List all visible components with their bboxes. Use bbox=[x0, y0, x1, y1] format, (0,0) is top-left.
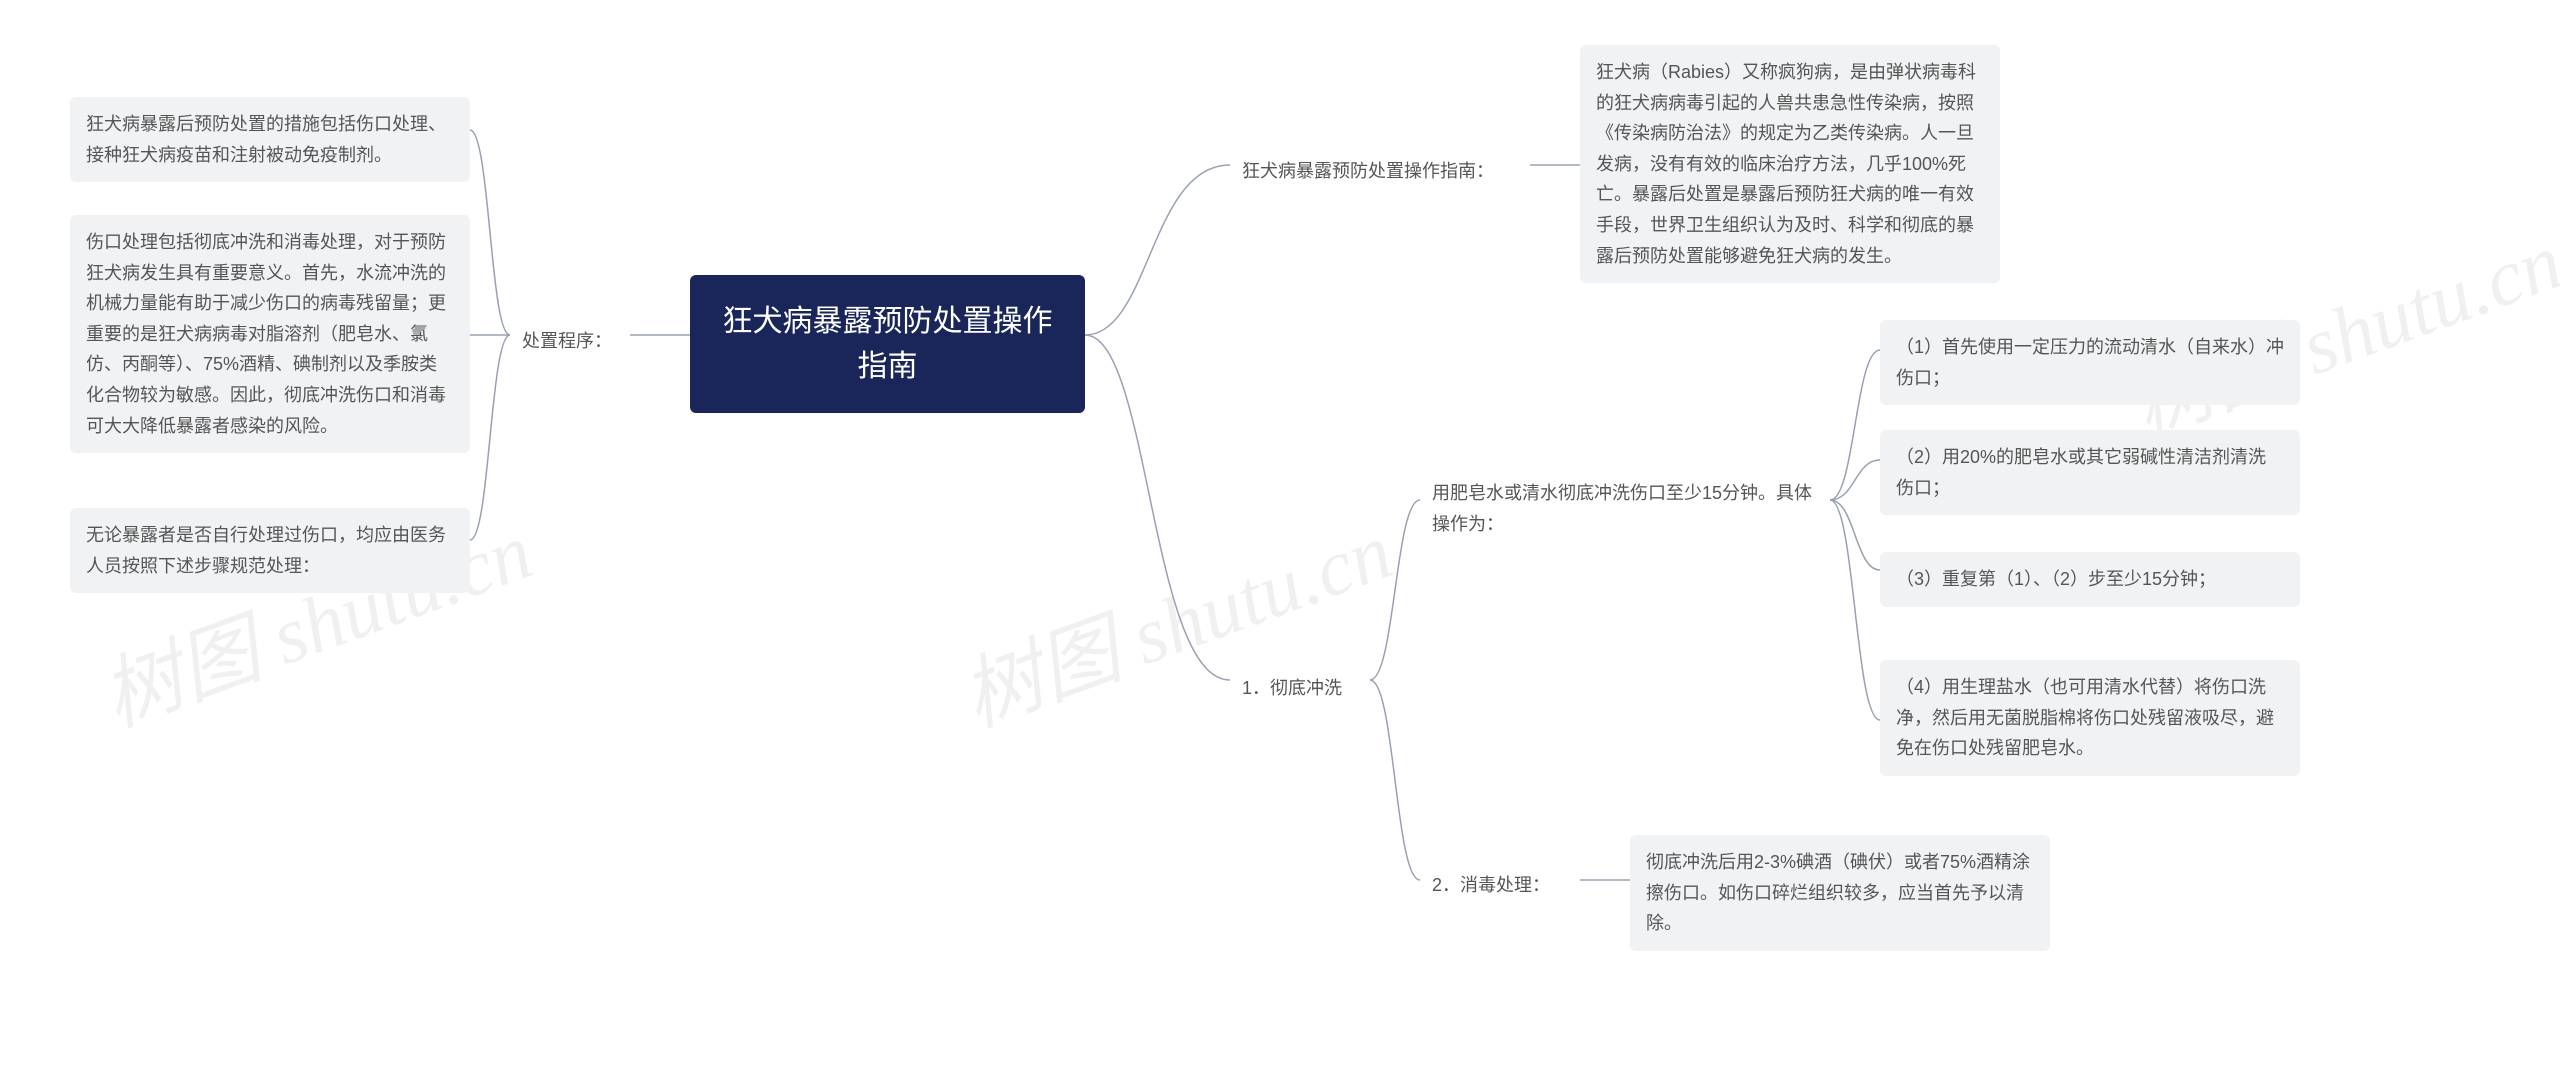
rinse-steps-intro: 用肥皂水或清水彻底冲洗伤口至少15分钟。具体操作为： bbox=[1420, 470, 1830, 547]
rinse-step-3: （3）重复第（1）、（2）步至少15分钟； bbox=[1880, 552, 2300, 607]
disinfect-label: 2．消毒处理： bbox=[1420, 862, 1580, 909]
branch-guide-content: 狂犬病（Rabies）又称疯狗病，是由弹状病毒科的狂犬病病毒引起的人兽共患急性传… bbox=[1580, 45, 2000, 283]
branch-guide-label: 狂犬病暴露预防处置操作指南： bbox=[1230, 148, 1530, 195]
root-title: 狂犬病暴露预防处置操作指南 bbox=[723, 305, 1053, 383]
procedure-label: 处置程序： bbox=[510, 318, 630, 365]
rinse-step-2: （2）用20%的肥皂水或其它弱碱性清洁剂清洗伤口； bbox=[1880, 430, 2300, 515]
branch-rinse-label: 1．彻底冲洗 bbox=[1230, 665, 1370, 712]
disinfect-content: 彻底冲洗后用2-3%碘酒（碘伏）或者75%酒精涂擦伤口。如伤口碎烂组织较多，应当… bbox=[1630, 835, 2050, 951]
rinse-step-4: （4）用生理盐水（也可用清水代替）将伤口洗净，然后用无菌脱脂棉将伤口处残留液吸尽… bbox=[1880, 660, 2300, 776]
procedure-item-2: 伤口处理包括彻底冲洗和消毒处理，对于预防狂犬病发生具有重要意义。首先，水流冲洗的… bbox=[70, 215, 470, 453]
root-node: 狂犬病暴露预防处置操作指南 bbox=[690, 275, 1085, 413]
rinse-step-1: （1）首先使用一定压力的流动清水（自来水）冲伤口； bbox=[1880, 320, 2300, 405]
procedure-item-3: 无论暴露者是否自行处理过伤口，均应由医务人员按照下述步骤规范处理： bbox=[70, 508, 470, 593]
procedure-item-1: 狂犬病暴露后预防处置的措施包括伤口处理、接种狂犬病疫苗和注射被动免疫制剂。 bbox=[70, 97, 470, 182]
